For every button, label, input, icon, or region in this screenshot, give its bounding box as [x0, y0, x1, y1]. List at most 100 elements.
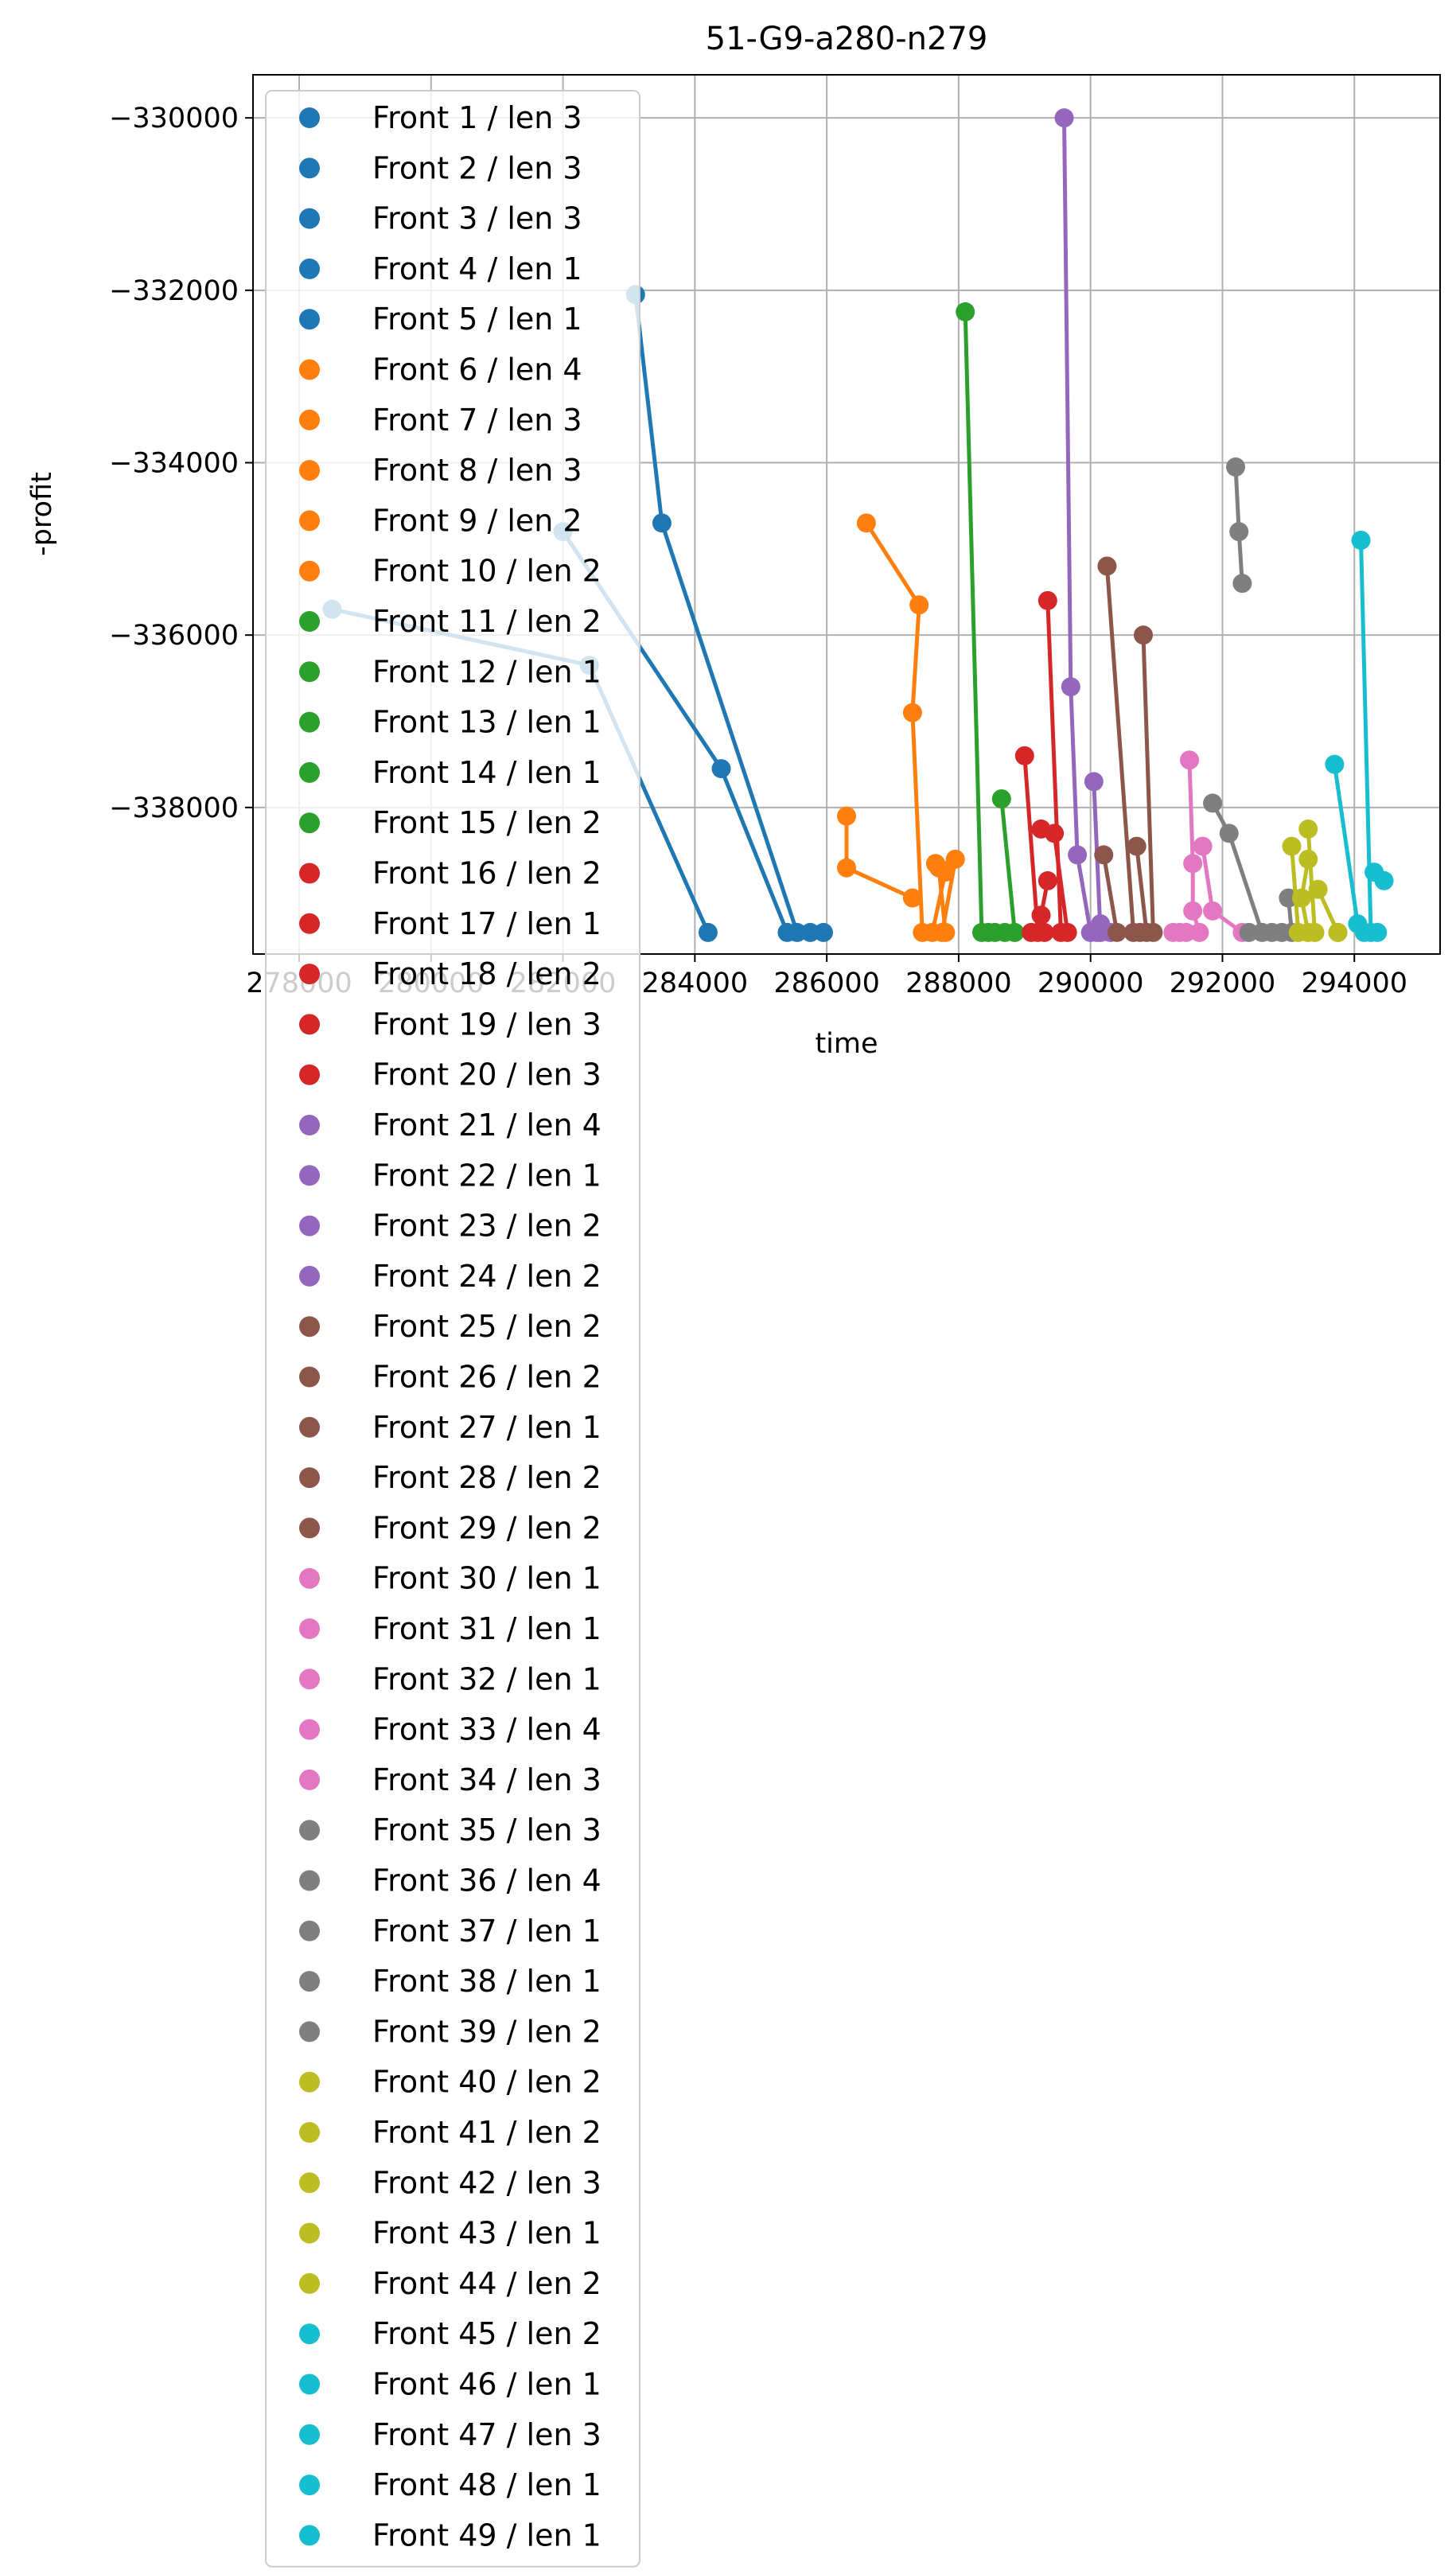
legend-box — [265, 90, 640, 2568]
data-point — [1239, 922, 1259, 942]
legend-entry-label: Front 23 / len 2 — [372, 1209, 601, 1244]
legend-entry-label: Front 11 / len 2 — [372, 604, 601, 639]
legend-marker — [299, 1567, 320, 1589]
legend-marker — [299, 1366, 320, 1388]
legend-marker — [299, 1920, 320, 1941]
data-point — [1107, 922, 1127, 942]
data-point — [1127, 836, 1147, 856]
legend-marker — [299, 2373, 320, 2395]
legend-entry-label: Front 22 / len 1 — [372, 1158, 601, 1193]
legend-marker — [299, 1316, 320, 1338]
data-point — [956, 302, 975, 321]
x-tick-label: 294000 — [1301, 968, 1407, 999]
legend-entry-label: Front 32 / len 1 — [372, 1661, 601, 1696]
legend-entry-label: Front 19 / len 3 — [372, 1007, 601, 1042]
series-44 — [1308, 879, 1348, 942]
data-point — [929, 858, 949, 878]
legend-entry-label: Front 43 / len 1 — [372, 2216, 601, 2251]
legend-entry-label: Front 42 / len 3 — [372, 2165, 601, 2200]
data-point — [1298, 922, 1318, 942]
data-point — [1291, 888, 1311, 908]
series-35 — [1226, 457, 1252, 594]
data-point — [991, 789, 1011, 808]
legend-marker — [299, 107, 320, 128]
data-point — [856, 513, 876, 533]
legend-entry-label: Front 34 / len 3 — [372, 1762, 601, 1797]
legend-entry-label: Front 38 / len 1 — [372, 1964, 601, 1999]
legend-marker — [299, 761, 320, 783]
data-point — [652, 513, 672, 533]
data-point — [1328, 922, 1348, 942]
legend-entry-label: Front 12 / len 1 — [372, 654, 601, 689]
legend-marker — [299, 1265, 320, 1287]
legend-entry-label: Front 36 / len 4 — [372, 1863, 601, 1898]
data-point — [1298, 819, 1318, 839]
series-29 — [1127, 836, 1157, 942]
data-point — [1348, 914, 1368, 934]
legend-entry-label: Front 44 / len 2 — [372, 2266, 601, 2301]
legend-marker — [299, 1215, 320, 1236]
legend-entry-label: Front 7 / len 3 — [372, 403, 582, 438]
data-point — [1045, 824, 1065, 843]
data-point — [1014, 746, 1034, 765]
data-point — [1176, 922, 1196, 942]
legend-entry-label: Front 26 / len 2 — [372, 1360, 601, 1395]
y-axis-ticks: −330000 −332000 −334000 −336000 −338000 — [109, 103, 253, 824]
legend-entry-label: Front 4 / len 1 — [372, 251, 582, 286]
legend-entry-label: Front 6 / len 4 — [372, 352, 582, 387]
data-point — [1084, 772, 1104, 792]
x-tick-label: 292000 — [1170, 968, 1276, 999]
series-15 — [991, 789, 1025, 942]
legend-marker — [299, 661, 320, 683]
data-point — [1094, 845, 1114, 865]
series-line — [1306, 828, 1317, 933]
data-point — [902, 703, 922, 722]
legend-marker — [299, 913, 320, 934]
data-point — [711, 759, 731, 779]
data-point — [1068, 845, 1088, 865]
series-10 — [929, 858, 956, 942]
legend-entry-label: Front 20 / len 3 — [372, 1057, 601, 1092]
legend-entry-label: Front 5 / len 1 — [372, 302, 582, 337]
data-point — [1374, 870, 1394, 890]
legend-marker — [299, 711, 320, 733]
legend-entry-label: Front 45 / len 2 — [372, 2316, 601, 2351]
legend-entry-label: Front 30 / len 1 — [372, 1561, 601, 1596]
y-tick-label: −332000 — [109, 275, 239, 307]
data-point — [1005, 922, 1025, 942]
legend-entry-label: Front 48 / len 1 — [372, 2467, 601, 2502]
data-point — [1368, 922, 1388, 942]
legend-entry-label: Front 28 / len 2 — [372, 1460, 601, 1495]
legend-marker — [299, 1517, 320, 1539]
data-point — [813, 922, 833, 942]
legend-entry-label: Front 17 / len 1 — [372, 906, 601, 941]
data-point — [1232, 574, 1252, 594]
series-19 — [1031, 819, 1077, 942]
series-line — [999, 798, 1017, 933]
legend-marker — [299, 1014, 320, 1035]
legend-marker — [299, 2172, 320, 2194]
data-point — [1061, 677, 1080, 697]
y-tick-label: −334000 — [109, 448, 239, 480]
series-line — [936, 867, 948, 933]
legend-marker — [299, 560, 320, 582]
series-5 — [813, 922, 833, 942]
series-line — [1101, 854, 1119, 933]
series-4 — [800, 922, 820, 942]
data-point — [1282, 836, 1302, 856]
data-point — [1189, 922, 1209, 942]
legend-marker — [299, 460, 320, 481]
legend-entry-label: Front 10 / len 2 — [372, 554, 601, 589]
series-line — [1022, 755, 1040, 933]
series-line — [1135, 846, 1149, 933]
legend-entry-label: Front 8 / len 3 — [372, 453, 582, 488]
legend-marker — [299, 1669, 320, 1690]
data-point — [1037, 590, 1057, 610]
legend-marker — [299, 309, 320, 330]
data-point — [909, 595, 929, 615]
series-6 — [856, 513, 932, 942]
data-point — [1219, 824, 1239, 843]
legend-marker — [299, 1467, 320, 1489]
legend-entry-label: Front 1 / len 3 — [372, 100, 582, 135]
